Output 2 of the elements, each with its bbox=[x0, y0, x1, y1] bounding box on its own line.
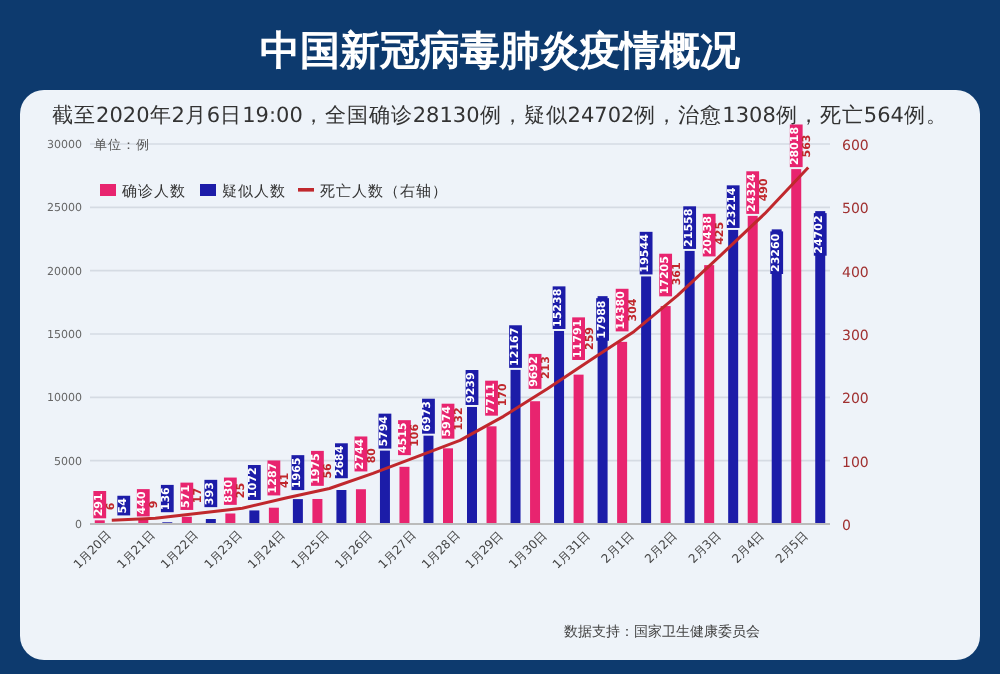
chart-title: 中国新冠病毒肺炎疫情概况 bbox=[260, 26, 742, 74]
chart-subtitle: 截至2020年2月6日19:00，全国确诊28130例，疑似24702例，治愈1308例，死亡564例。 bbox=[52, 102, 948, 128]
